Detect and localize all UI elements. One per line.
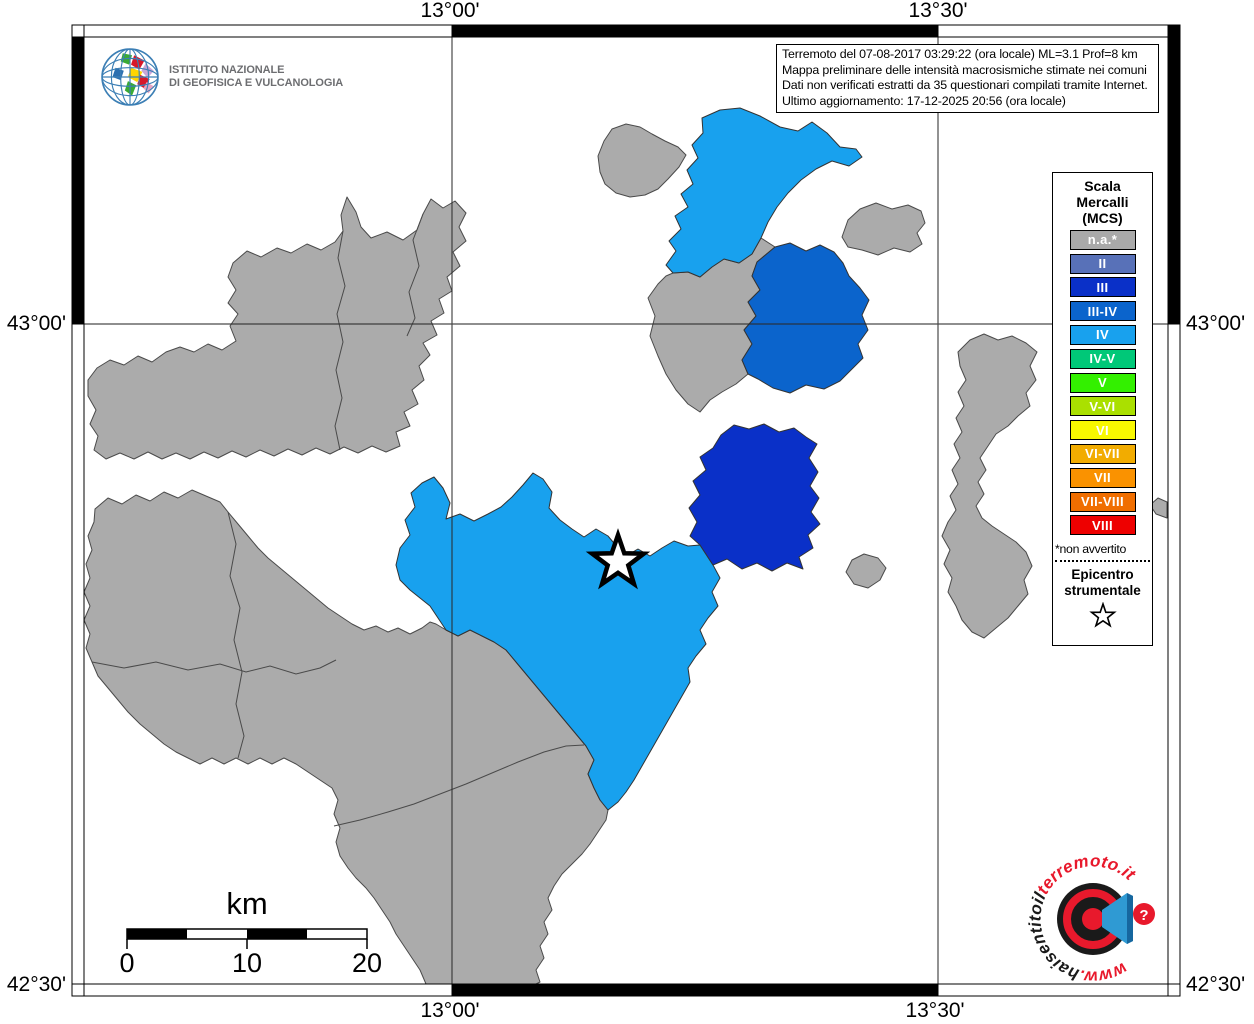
info-line-data-source: Dati non verificati estratti da 35 quest… [782,78,1148,93]
legend-swatch-VI-VII: VI-VII [1069,443,1136,464]
megaphone-face [1127,893,1133,944]
municipalities-not-felt [83,123,1168,985]
ingv-wordmark-line1: ISTITUTO NAZIONALE [169,64,285,76]
legend-title-line3: (MCS) [1082,210,1123,226]
ingv-globe-icon [101,48,159,106]
legend-title: Scala Mercalli (MCS) [1053,178,1152,226]
municipality-gray-west-south [83,489,609,985]
legend-swatch-III-IV: III-IV [1069,301,1136,322]
legend-swatch-VII: VII [1069,467,1136,488]
lat-label-left-top: 43°00' [6,312,66,335]
legend-title-line2: Mercalli [1076,194,1129,210]
legend-divider [1055,560,1150,563]
legend-swatch-VII-VIII: VII-VIII [1069,491,1136,512]
scale-bar-unit: km [226,886,267,921]
question-mark: ? [1139,907,1148,924]
municipality-gray-top-center [597,123,687,198]
terremoto-watermark-logo: ? www.haisentitoilterremoto.it [1026,851,1155,987]
info-line-updated: Ultimo aggiornamento: 17-12-2025 20:56 (… [782,94,1066,109]
municipality-IV-north [665,107,863,278]
watermark-www: www. [1077,959,1130,987]
legend-swatch-II: II [1069,253,1136,274]
ingv-wordmark-line2: DI GEOFISICA E VULCANOLOGIA [169,76,344,89]
legend-swatch-III: III [1069,277,1136,298]
bullseye-center [1082,908,1104,930]
question-badge [1133,903,1155,925]
epicenter-star-icon [585,528,651,590]
legend-footnote: *non avvertito [1055,542,1126,557]
legend-items: n.a.* II III III-IV IV IV-V V V-VI VI VI… [1053,229,1152,536]
municipality-gray-edge-fragment [1149,497,1168,519]
lon-label-bottom-left: 13°00' [420,999,480,1022]
earthquake-info-box: Terremoto del 07-08-2017 03:29:22 (ora l… [776,44,1159,113]
municipal-internal-borders [91,213,585,827]
municipality-gray-northwest [87,196,467,460]
municipality-III-IV [741,242,870,394]
lat-label-right-bottom: 42°30' [1186,973,1246,996]
scale-bar: km 0 10 20 [119,886,382,978]
lon-label-bottom-right: 13°30' [905,999,965,1022]
legend-star-icon [1088,601,1117,629]
municipality-III [688,423,821,572]
lon-label-top-right: 13°30' [908,0,968,22]
legend-swatch-VIII: VIII [1069,515,1136,536]
legend-epicenter-line1: Epicentro [1071,567,1134,583]
lon-label-top-left: 13°00' [420,0,480,22]
ingv-logo: ISTITUTO NAZIONALE DI GEOFISICA E VULCAN… [100,47,343,107]
legend-title-line1: Scala [1084,178,1121,194]
legend-epicenter-line2: strumentale [1064,583,1141,599]
municipality-gray-east [941,333,1038,639]
legend-swatch-na: n.a.* [1069,229,1136,250]
legend-swatch-V: V [1069,372,1136,393]
scale-bar-tick-10: 10 [232,948,262,978]
info-line-map-type: Mappa preliminare delle intensità macros… [782,62,1147,77]
municipality-gray-top-right [841,202,926,256]
graticule [84,37,1168,984]
lat-label-right-top: 43°00' [1186,312,1246,335]
scale-bar-tick-20: 20 [352,948,382,978]
map-frame [71,24,1181,997]
megaphone-icon [1102,893,1133,944]
legend-swatch-VI: VI [1069,420,1136,441]
legend-epicenter-label: Epicentro strumentale [1053,562,1152,599]
lat-label-left-bottom: 42°30' [6,973,66,996]
municipality-gray-small-center-east [845,553,887,589]
info-line-event: Terremoto del 07-08-2017 03:29:22 (ora l… [782,47,1138,61]
legend-swatch-IV-V: IV-V [1069,348,1136,369]
scale-bar-tick-0: 0 [119,948,134,978]
ingv-wordmark: ISTITUTO NAZIONALE DI GEOFISICA E VULCAN… [169,64,343,89]
legend-swatch-V-VI: V-VI [1069,396,1136,417]
mercalli-legend: Scala Mercalli (MCS) n.a.* II III III-IV… [1052,172,1153,646]
legend-swatch-IV: IV [1069,324,1136,345]
